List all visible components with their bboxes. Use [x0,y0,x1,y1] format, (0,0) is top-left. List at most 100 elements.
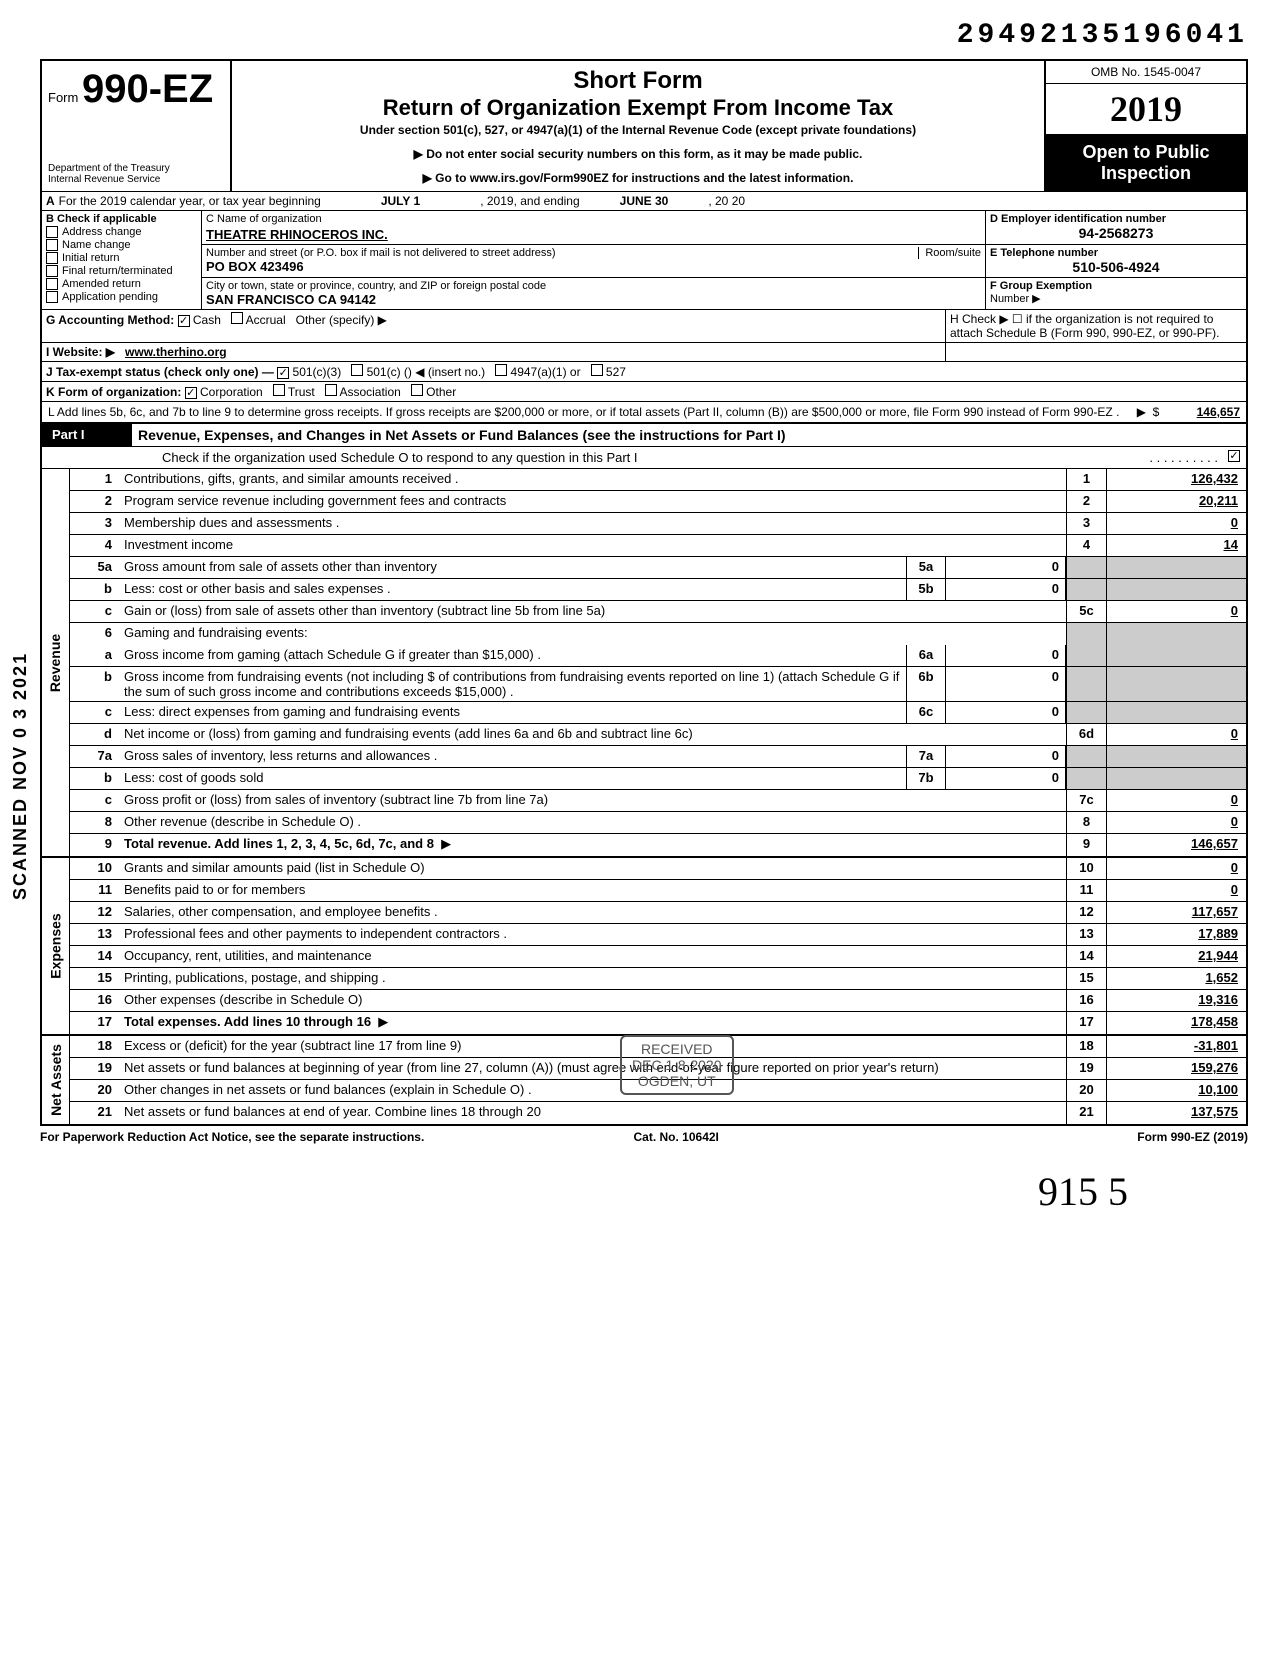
sub-box: 5a [906,557,946,578]
sub-amt: 0 [946,702,1066,723]
line-num: 7a [70,746,120,767]
chk-address-change[interactable]: Address change [46,226,197,238]
amt-box: 10,100 [1106,1080,1246,1101]
checkbox-icon[interactable] [46,291,58,303]
line-desc: Professional fees and other payments to … [120,924,1066,945]
document-number: 29492135196041 [40,20,1248,51]
chk-527[interactable] [591,364,603,376]
line-5b: b Less: cost or other basis and sales ex… [70,579,1246,601]
chk-name-change[interactable]: Name change [46,239,197,251]
line-desc: Gain or (loss) from sale of assets other… [120,601,1066,622]
chk-label: Amended return [62,278,141,290]
num-box: 21 [1066,1102,1106,1124]
chk-other-org[interactable] [411,384,423,396]
amt-box: -31,801 [1106,1036,1246,1057]
org-name-cell: C Name of organization THEATRE RHINOCERO… [202,211,986,244]
row-k: K Form of organization: Corporation Trus… [40,382,1248,402]
part1-header: Part I Revenue, Expenses, and Changes in… [40,423,1248,447]
addr-label: Number and street (or P.O. box if mail i… [206,247,556,259]
chk-amended-return[interactable]: Amended return [46,278,197,290]
line-num: a [70,645,120,666]
line-4: 4 Investment income 4 14 [70,535,1246,557]
num-box: 5c [1066,601,1106,622]
line-num: c [70,702,120,723]
num-box: 20 [1066,1080,1106,1101]
amt-box-shaded [1106,768,1246,789]
chk-application-pending[interactable]: Application pending [46,291,197,303]
line-6a: a Gross income from gaming (attach Sched… [70,645,1246,667]
row-a-tax-year: A For the 2019 calendar year, or tax yea… [40,191,1248,211]
amt-box: 0 [1106,880,1246,901]
ein-cell: D Employer identification number 94-2568… [986,211,1246,244]
checkbox-icon[interactable] [46,239,58,251]
line-num: 19 [70,1058,120,1079]
form-prefix: Form [48,90,78,105]
other-label: Other (specify) ▶ [296,313,387,327]
under-section: Under section 501(c), 527, or 4947(a)(1)… [242,123,1034,137]
line-desc: Less: direct expenses from gaming and fu… [120,702,906,723]
chk-association[interactable] [325,384,337,396]
chk-label: Initial return [62,252,119,264]
line-desc: Other changes in net assets or fund bala… [120,1080,1066,1101]
chk-trust[interactable] [273,384,285,396]
short-form-title: Short Form [242,67,1034,95]
netassets-section: Net Assets 18 Excess or (deficit) for th… [40,1036,1248,1126]
line-num: 20 [70,1080,120,1101]
row-j: J Tax-exempt status (check only one) — 5… [40,362,1248,382]
line-5a: 5a Gross amount from sale of assets othe… [70,557,1246,579]
chk-schedule-o[interactable] [1228,450,1240,462]
expenses-text: Expenses [48,913,64,978]
corp-label: Corporation [200,385,263,399]
chk-cash[interactable] [178,315,190,327]
chk-corporation[interactable] [185,387,197,399]
chk-4947[interactable] [495,364,507,376]
line-6b: b Gross income from fundraising events (… [70,667,1246,702]
revenue-lines: 1 Contributions, gifts, grants, and simi… [70,469,1246,856]
line-desc: Benefits paid to or for members [120,880,1066,901]
line-1: 1 Contributions, gifts, grants, and simi… [70,469,1246,491]
revenue-section: Revenue 1 Contributions, gifts, grants, … [40,469,1248,858]
line-11: 11 Benefits paid to or for members 11 0 [70,880,1246,902]
line-num: 13 [70,924,120,945]
city-label: City or town, state or province, country… [206,280,981,292]
line-8: 8 Other revenue (describe in Schedule O)… [70,812,1246,834]
line-13: 13 Professional fees and other payments … [70,924,1246,946]
line-desc: Membership dues and assessments . [120,513,1066,534]
open-public-badge: Open to Public Inspection [1046,135,1246,191]
line-desc: Gaming and fundraising events: [120,623,1066,645]
line-desc: Less: cost of goods sold [120,768,906,789]
line-desc: Gross sales of inventory, less returns a… [120,746,906,767]
chk-501c[interactable] [351,364,363,376]
checkbox-icon[interactable] [46,265,58,277]
num-box: 10 [1066,858,1106,879]
num-box: 4 [1066,535,1106,556]
l-text: L Add lines 5b, 6c, and 7b to line 9 to … [48,405,1119,419]
chk-final-return[interactable]: Final return/terminated [46,265,197,277]
checkbox-icon[interactable] [46,278,58,290]
chk-501c3[interactable] [277,367,289,379]
chk-accrual[interactable] [231,312,243,324]
expenses-side-label: Expenses [42,858,70,1034]
omb-number: OMB No. 1545-0047 [1046,61,1246,84]
line-14: 14 Occupancy, rent, utilities, and maint… [70,946,1246,968]
num-box-shaded [1066,768,1106,789]
num-box-shaded [1066,667,1106,701]
form-number: 990-EZ [82,67,213,111]
amt-box: 137,575 [1106,1102,1246,1124]
line-desc: Total expenses. Add lines 10 through 16 [124,1014,371,1029]
num-box: 17 [1066,1012,1106,1034]
year-digits: 2019 [1110,89,1182,129]
sub-amt: 0 [946,579,1066,600]
chk-initial-return[interactable]: Initial return [46,252,197,264]
line-num: 18 [70,1036,120,1057]
line-7c: c Gross profit or (loss) from sales of i… [70,790,1246,812]
line-desc: Gross income from fundraising events (no… [120,667,906,701]
line-5c: c Gain or (loss) from sale of assets oth… [70,601,1246,623]
form-number-block: Form 990-EZ [48,67,224,112]
checkbox-icon[interactable] [46,252,58,264]
sub-amt: 0 [946,557,1066,578]
checkbox-icon[interactable] [46,226,58,238]
line-num: 6 [70,623,120,645]
num-box: 9 [1066,834,1106,856]
open-text: Open to Public [1050,142,1242,163]
